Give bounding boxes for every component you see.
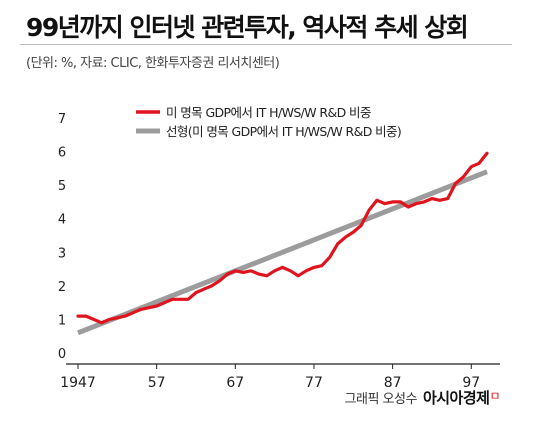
x-axis: 1947 57 67 77 87 97 [60, 363, 500, 391]
title-divider [20, 44, 512, 45]
x-tick-label: 1947 [60, 375, 96, 391]
legend-label: 미 명목 GDP에서 IT H/WS/W R&D 비중 [166, 105, 371, 120]
credit-line: 그래픽 오성수 아시아경제ㅁ [344, 387, 501, 408]
y-tick-label: 3 [58, 246, 66, 261]
trend-line [77, 169, 488, 336]
x-tick-label: 97 [462, 375, 480, 391]
series-layer [76, 151, 489, 336]
x-tick-label: 77 [305, 375, 323, 391]
y-tick-label: 5 [58, 179, 66, 194]
y-tick-label: 2 [58, 280, 66, 295]
legend-label: 선형(미 명목 GDP에서 IT H/WS/W R&D 비중) [166, 124, 401, 139]
chart-source-note: (단위: %, 자료: CLIC, 한화투자증권 리서치센터) [26, 56, 280, 71]
y-tick-label: 6 [58, 146, 66, 161]
y-tick-label: 1 [58, 313, 66, 328]
actual-series-line [76, 151, 489, 325]
x-tick-label: 67 [226, 375, 244, 391]
graphic-credit: 그래픽 오성수 [344, 392, 418, 407]
x-tick-label: 57 [148, 375, 166, 391]
x-tick-label: 87 [384, 375, 402, 391]
publisher-logo: 아시아경제 [422, 389, 490, 407]
y-tick-label: 0 [58, 347, 66, 362]
y-tick-label: 4 [58, 213, 66, 228]
y-tick-label: 7 [58, 112, 66, 127]
legend-box [128, 100, 428, 142]
chart-title: 99년까지 인터넷 관련투자, 역사적 추세 상회 [26, 13, 469, 42]
publisher-logo-mark: ㅁ [489, 389, 500, 403]
y-axis: 0 1 2 3 4 5 6 7 [58, 112, 66, 362]
